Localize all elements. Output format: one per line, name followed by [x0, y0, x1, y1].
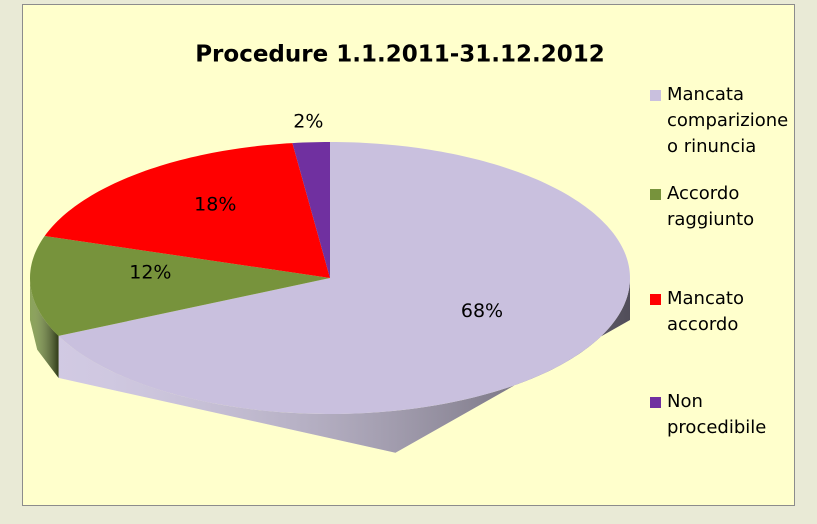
legend-entry: Mancata comparizione o rinuncia [650, 82, 810, 160]
legend-swatch [650, 294, 661, 305]
data-label: 2% [293, 110, 323, 132]
legend-entry: Accordo raggiunto [650, 181, 810, 233]
legend-label: Mancata comparizione o rinuncia [667, 84, 789, 157]
legend-entry: Non procedibile [650, 389, 810, 441]
legend-entry: Mancato accordo [650, 286, 810, 338]
legend-label: Accordo raggiunto [667, 183, 755, 230]
chart-title: Procedure 1.1.2011-31.12.2012 [195, 42, 605, 68]
legend-swatch [650, 90, 661, 101]
data-label: 68% [461, 300, 503, 322]
pie-slice [30, 235, 330, 336]
pie-slice [44, 143, 330, 278]
data-label: 12% [129, 262, 171, 284]
legend-swatch [650, 189, 661, 200]
data-label: 18% [194, 194, 236, 216]
legend-swatch [650, 397, 661, 408]
legend-label: Non procedibile [667, 391, 767, 438]
legend-label: Mancato accordo [667, 288, 744, 335]
pie-slice [292, 142, 330, 278]
pie-side-shade [58, 278, 631, 453]
pie-slice [58, 142, 630, 414]
pie-side-shade [30, 278, 59, 378]
